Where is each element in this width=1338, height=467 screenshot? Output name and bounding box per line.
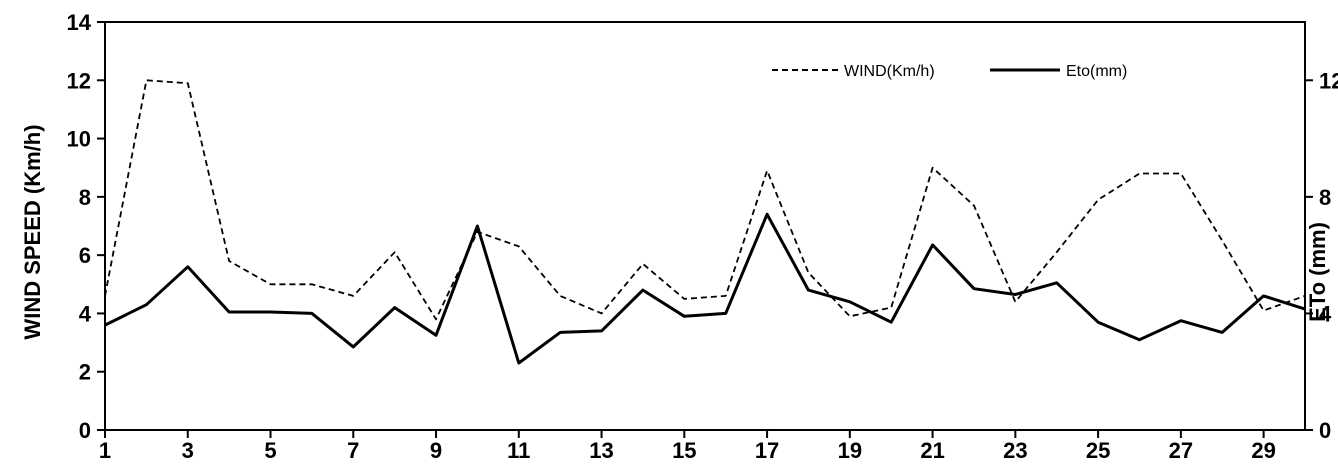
- left-tick-label: 2: [79, 360, 91, 385]
- series-line-wind: [104, 79, 1306, 321]
- left-tick-label: 4: [79, 301, 92, 326]
- series-line-eto: [104, 212, 1306, 365]
- y-axis-title-left: WIND SPEED (Km/h): [20, 124, 45, 339]
- right-axis-ticks: 0 4 8 12: [1305, 68, 1338, 443]
- legend: WIND(Km/h) Eto(mm): [772, 63, 1127, 80]
- x-tick-label: 27: [1169, 438, 1193, 463]
- left-tick-label: 12: [67, 68, 91, 93]
- y-axis-title-right: ETo (mm): [1305, 222, 1330, 322]
- x-tick-label: 23: [1003, 438, 1027, 463]
- right-tick-label: 0: [1319, 418, 1331, 443]
- x-tick-label: 11: [507, 438, 530, 463]
- left-axis-ticks: 0 2 4 6 8 10 12 14: [67, 10, 105, 443]
- plot-border: [104, 21, 1306, 431]
- x-tick-label: 17: [755, 438, 779, 463]
- right-tick-label: 12: [1319, 68, 1338, 93]
- x-tick-label: 29: [1251, 438, 1275, 463]
- x-axis-ticks: 1 3 5 7 9 11 13 15 17 19 21 23 25 27 29: [99, 430, 1276, 463]
- x-tick-label: 19: [838, 438, 862, 463]
- right-tick-label: 4: [1319, 301, 1332, 326]
- x-tick-label: 13: [589, 438, 613, 463]
- x-tick-label: 21: [920, 438, 944, 463]
- x-tick-label: 25: [1086, 438, 1110, 463]
- left-tick-label: 6: [79, 243, 91, 268]
- x-tick-label: 5: [264, 438, 276, 463]
- x-tick-label: 3: [182, 438, 194, 463]
- left-tick-label: 14: [67, 10, 92, 35]
- left-tick-label: 10: [67, 127, 91, 152]
- right-tick-label: 8: [1319, 185, 1331, 210]
- x-tick-label: 15: [672, 438, 696, 463]
- plot-frame: [104, 21, 1306, 431]
- legend-wind-label: WIND(Km/h): [844, 63, 935, 80]
- legend-eto-label: Eto(mm): [1066, 63, 1127, 80]
- series-layer: [104, 79, 1306, 365]
- x-tick-label: 9: [430, 438, 442, 463]
- x-tick-label: 1: [99, 438, 111, 463]
- x-tick-label: 7: [347, 438, 359, 463]
- left-tick-label: 0: [79, 418, 91, 443]
- left-tick-label: 8: [79, 185, 91, 210]
